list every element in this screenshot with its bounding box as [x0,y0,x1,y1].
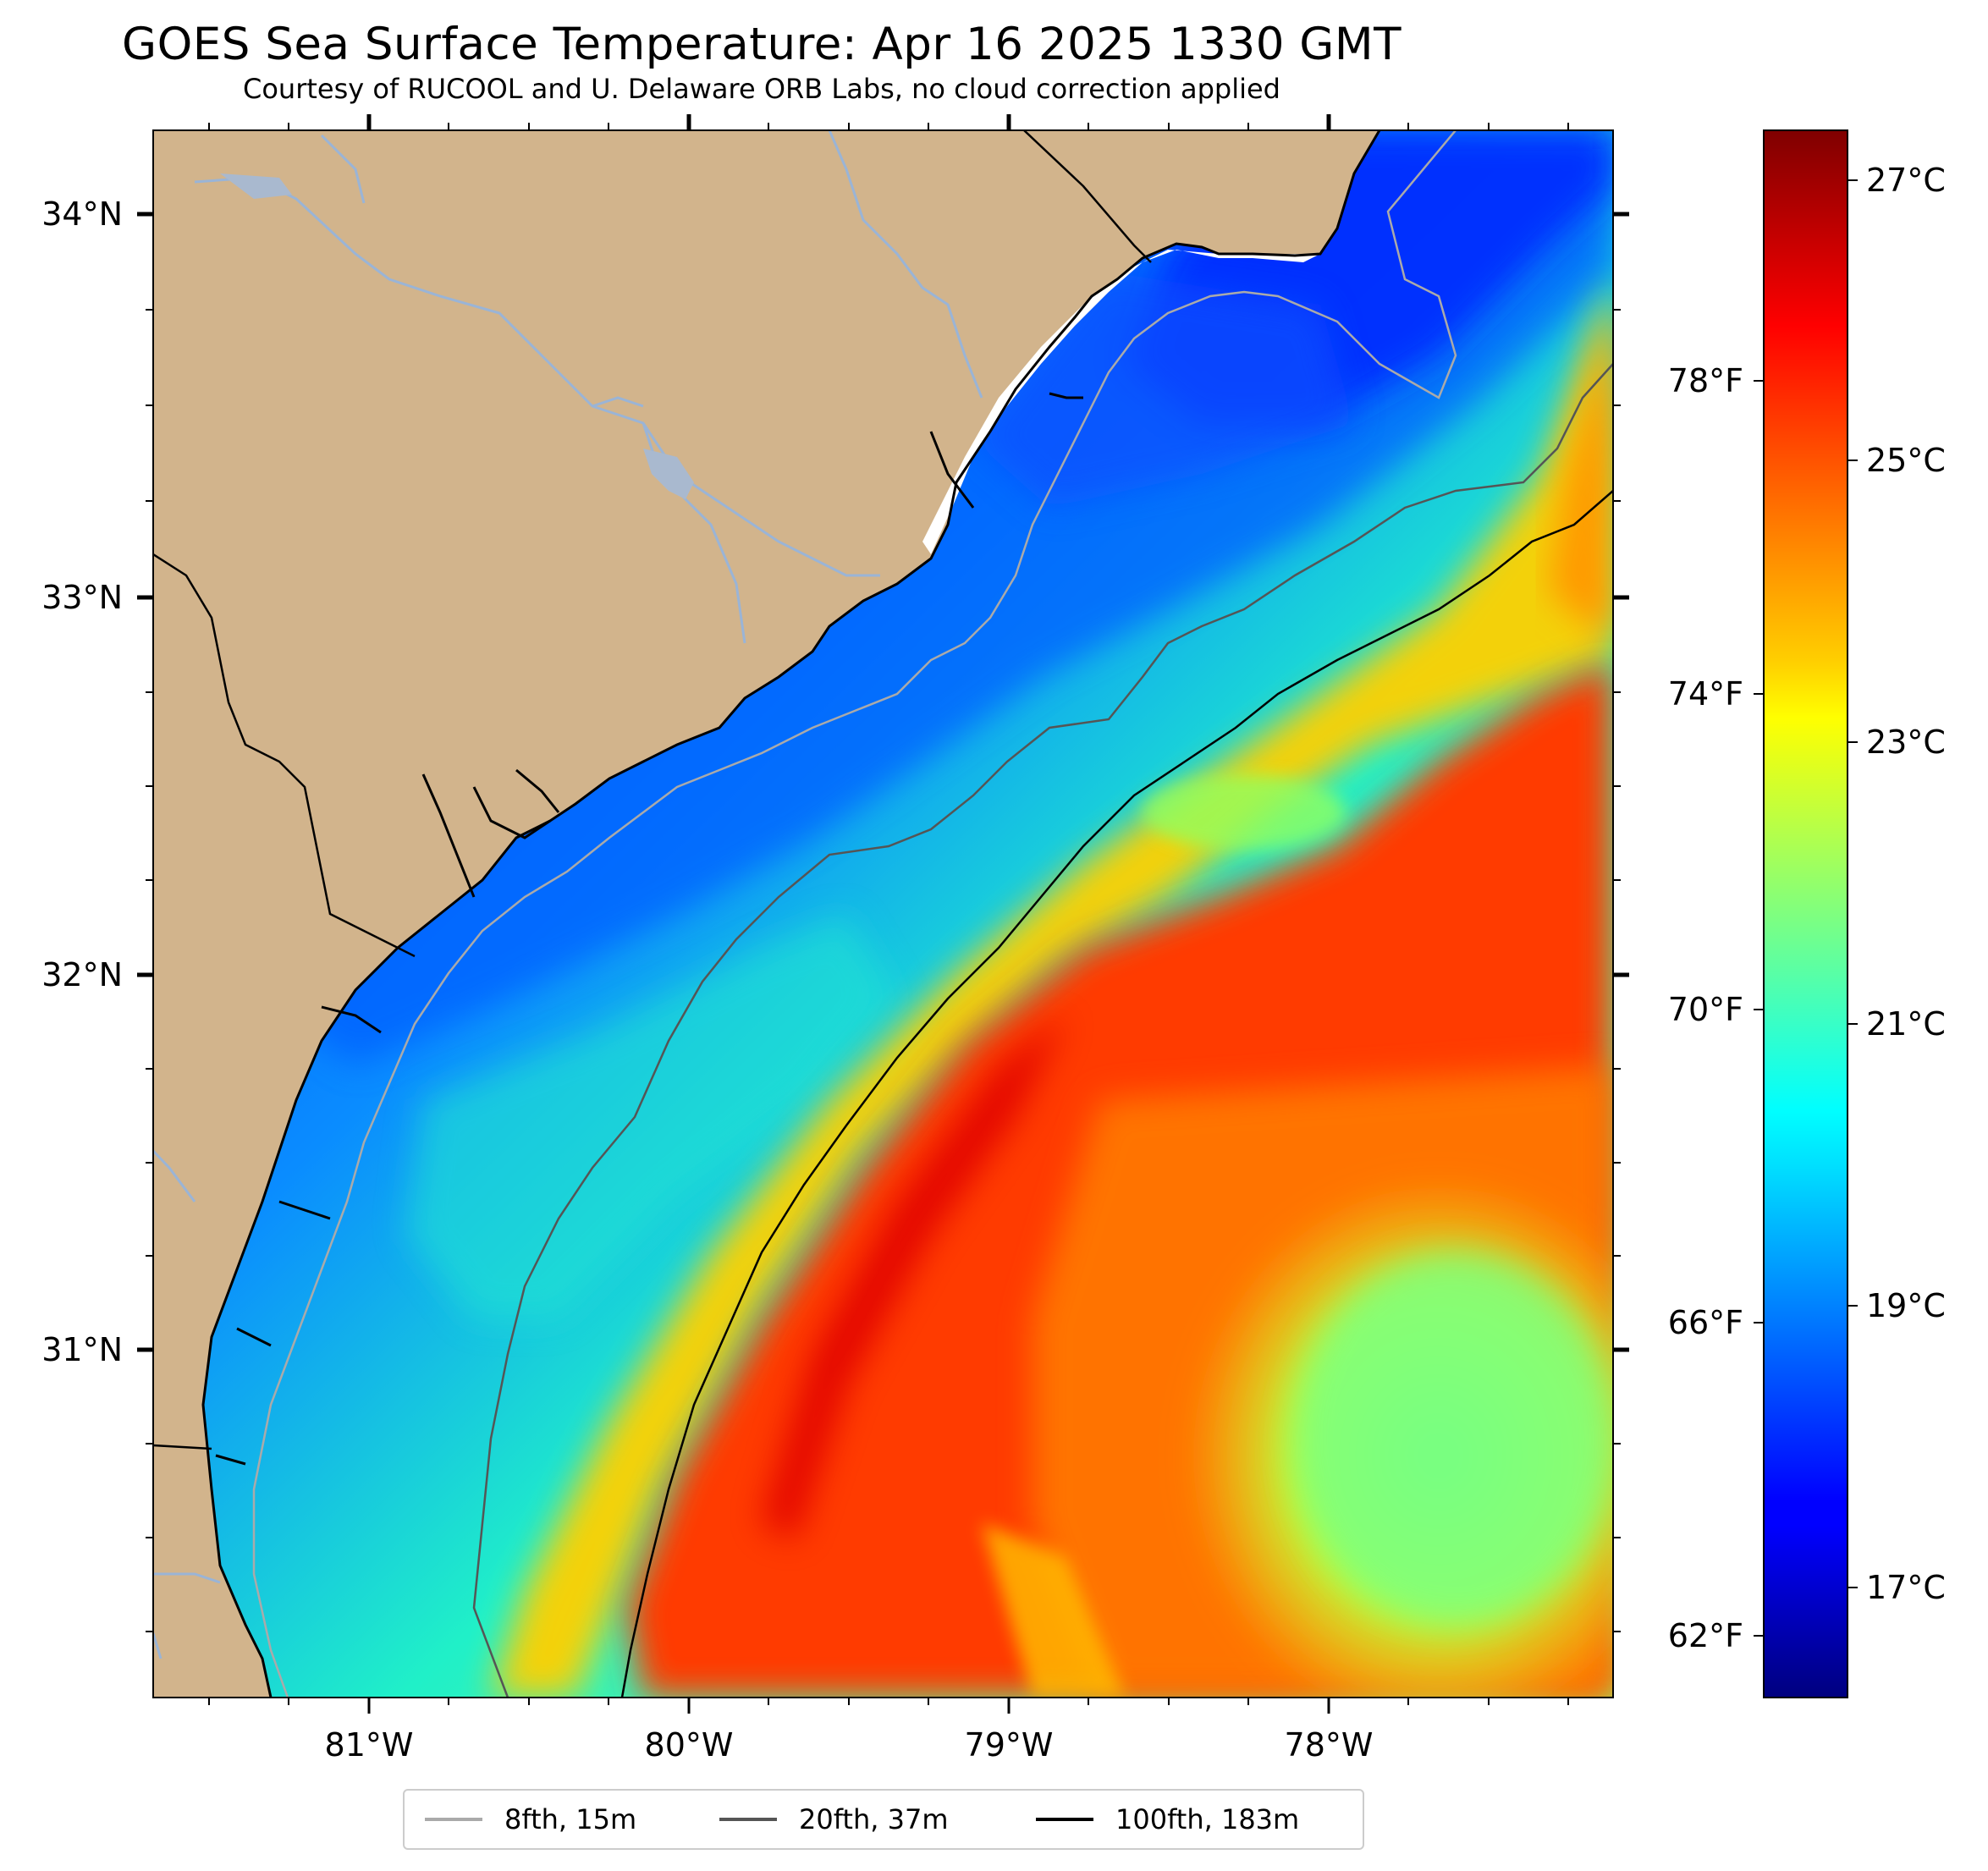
legend-item-20fth: 20fth, 37m [719,1791,948,1848]
f-label-62: 62°F [1668,1617,1743,1654]
legend-label-100fth: 100fth, 183m [1115,1803,1300,1835]
axis-ticks [137,114,1629,1714]
legend-label-8fth: 8fth, 15m [504,1803,637,1835]
isobath-legend: 8fth, 15m 20fth, 37m 100fth, 183m [403,1789,1364,1850]
f-label-74: 74°F [1668,675,1743,713]
f-label-70: 70°F [1668,991,1743,1028]
legend-item-100fth: 100fth, 183m [1036,1791,1299,1848]
legend-swatch-8fth [425,1818,482,1821]
lon-label-80w: 80°W [645,1726,734,1764]
state-border [153,130,1152,1450]
legend-swatch-20fth [719,1818,777,1821]
sst-field [288,130,1613,1698]
lon-label-78w: 78°W [1285,1726,1374,1764]
c-label-21: 21°C [1866,1005,1946,1043]
c-label-25: 25°C [1866,442,1946,479]
c-label-17: 17°C [1866,1569,1946,1606]
lat-label-34n: 34°N [41,195,123,233]
map-subtitle: Courtesy of RUCOOL and U. Delaware ORB L… [243,73,1280,105]
fahrenheit-labels: 78°F 74°F 70°F 66°F 62°F [1668,362,1743,1654]
f-label-66: 66°F [1668,1304,1743,1341]
rivers [153,130,983,1659]
colorbar: 78°F 74°F 70°F 66°F 62°F 27°C 25°C 23°C … [1668,129,1946,1698]
c-label-27: 27°C [1866,162,1946,199]
legend-label-20fth: 20fth, 37m [799,1803,949,1835]
land-mass [153,130,1379,1698]
lat-label-32n: 32°N [41,956,123,993]
isobath-100fth [620,490,1613,1698]
map-title: GOES Sea Surface Temperature: Apr 16 202… [122,19,1402,70]
isobath-20fth [472,363,1613,1698]
legend-swatch-100fth [1036,1818,1093,1821]
c-label-19: 19°C [1866,1287,1946,1324]
c-label-23: 23°C [1866,724,1946,761]
lat-label-31n: 31°N [41,1331,123,1368]
colorbar-gradient [1763,129,1848,1698]
lon-label-79w: 79°W [965,1726,1054,1764]
land [153,130,1381,1698]
longitude-labels: 81°W 80°W 79°W 78°W [325,1726,1374,1764]
no-data-strip [922,250,1320,554]
f-label-78: 78°F [1668,362,1743,399]
latitude-labels: 34°N 33°N 32°N 31°N [41,195,123,1368]
lon-label-81w: 81°W [325,1726,414,1764]
legend-item-8fth: 8fth, 15m [425,1791,636,1848]
isobath-8fth [252,130,1457,1698]
coastline [201,130,1381,1698]
celsius-labels: 27°C 25°C 23°C 21°C 19°C 17°C [1866,162,1946,1606]
map-area [153,130,1613,1698]
map-frame [152,129,1614,1698]
lat-label-33n: 33°N [41,579,123,616]
